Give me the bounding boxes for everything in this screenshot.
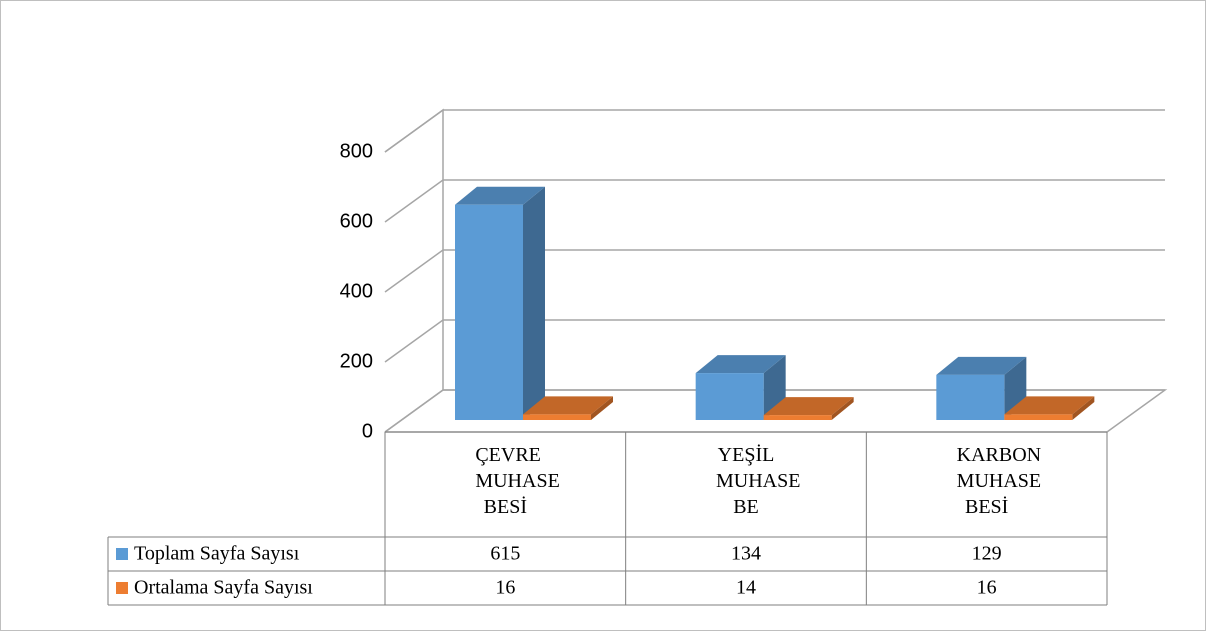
x-tick-label: ÇEVRE MUHASE BESİ (475, 444, 560, 518)
y-tick-label: 0 (362, 420, 373, 442)
table-value: 129 (972, 543, 1002, 565)
grid-line (384, 249, 1165, 293)
grid-line (384, 389, 1165, 433)
grid-line (384, 319, 1165, 363)
bar-side (591, 396, 613, 420)
bar-top (1004, 396, 1095, 415)
y-tick-label: 600 (340, 210, 373, 232)
table-value: 16 (977, 577, 997, 599)
bar-top (523, 396, 613, 415)
bar-side (523, 186, 545, 420)
y-tick-label: 200 (340, 350, 373, 372)
x-tick-label: YEŞİL MUHASE BE (716, 444, 801, 518)
legend-swatch (116, 582, 128, 594)
legend-swatch (116, 548, 128, 560)
grid-line (384, 109, 1165, 153)
x-tick-label: KARBON MUHASE BESİ (956, 444, 1042, 518)
table-value: 16 (495, 577, 515, 599)
bar-top (695, 355, 786, 374)
legend-label: Ortalama Sayfa Sayısı (134, 577, 313, 599)
table-value: 615 (490, 543, 520, 565)
bar-side (831, 397, 854, 420)
bar (455, 204, 523, 420)
grid-line (384, 179, 1165, 223)
y-tick-label: 400 (340, 280, 373, 302)
bar-side (1072, 396, 1095, 420)
bar (695, 373, 764, 420)
bar (1004, 414, 1073, 420)
bar-top (455, 186, 545, 205)
table-value: 14 (736, 577, 756, 599)
bar-top (763, 397, 854, 416)
bar-top (936, 356, 1027, 375)
table-value: 134 (731, 543, 761, 565)
y-tick-label: 800 (340, 140, 373, 162)
bar (936, 374, 1005, 420)
legend-label: Toplam Sayfa Sayısı (134, 543, 300, 565)
bar (523, 414, 591, 420)
bar (763, 415, 832, 420)
